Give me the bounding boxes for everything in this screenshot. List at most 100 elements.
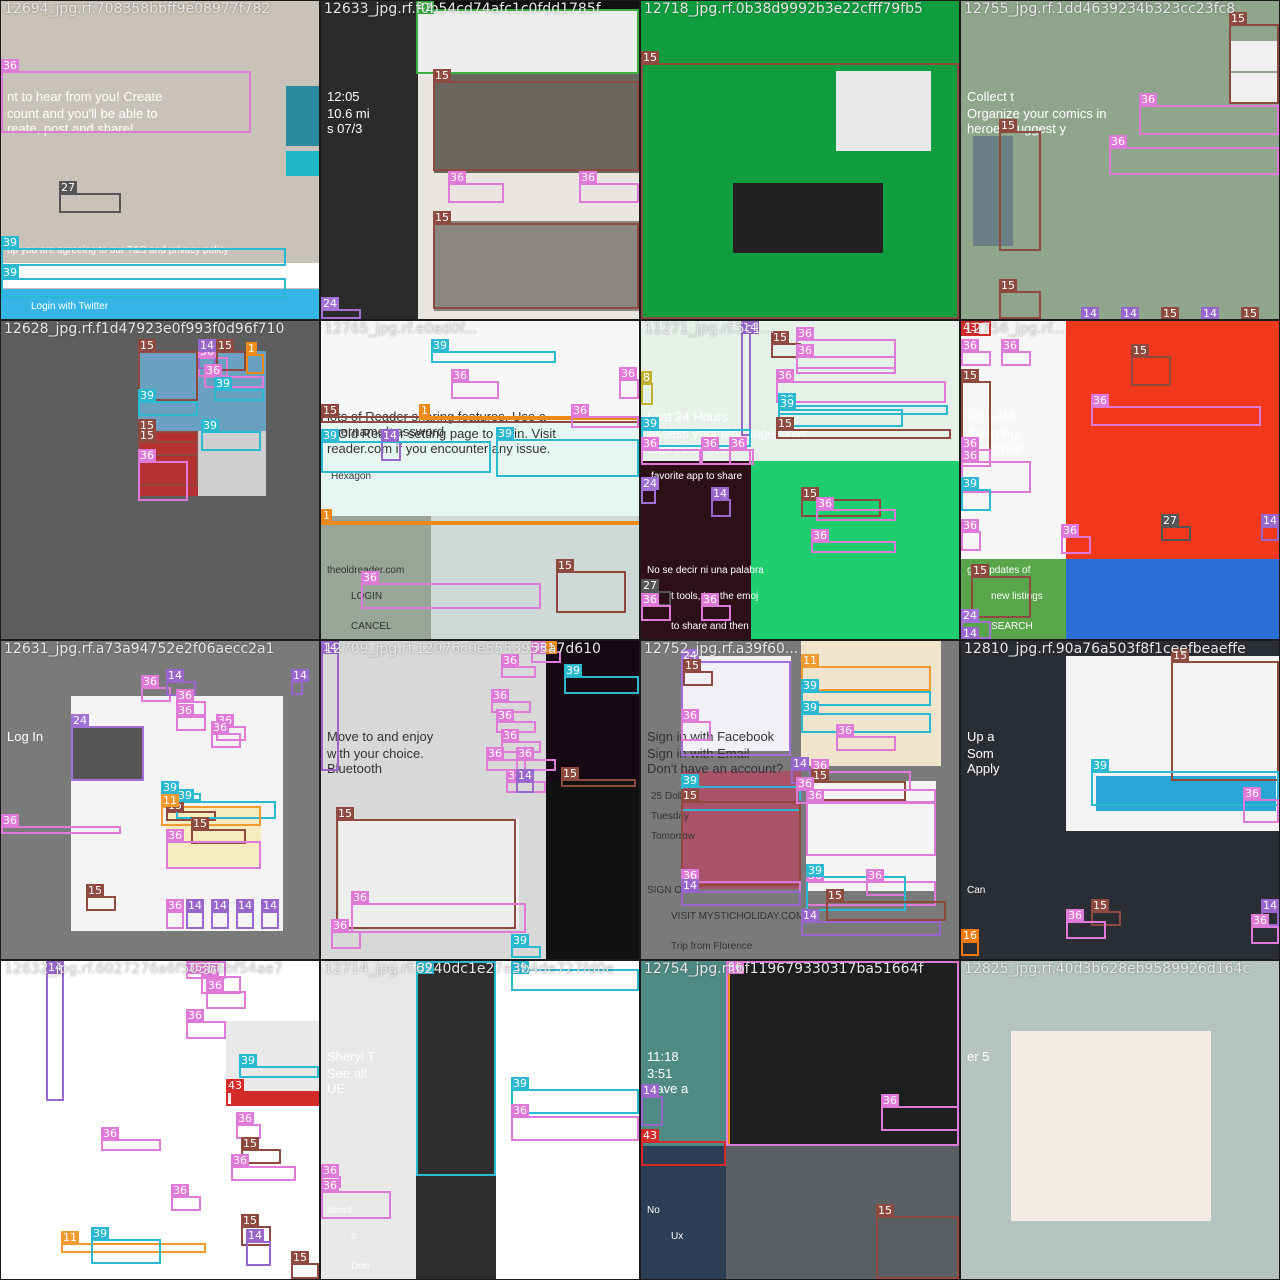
tile-filename: 12756_jpg.rf... <box>964 321 1065 337</box>
annotation-class-label: 36 <box>1091 394 1109 407</box>
screenshot-tile: 12714_jpg.rf.6240dc1e27e3b4de727fd0e Sher… <box>321 961 639 1279</box>
annotation-box <box>361 583 541 609</box>
annotation-class-label: 36 <box>491 689 509 702</box>
ui-text: s 07/3 <box>327 121 363 136</box>
annotation-box <box>1171 661 1279 781</box>
annotation-box <box>166 841 261 869</box>
annotation-box <box>1 248 286 266</box>
ui-text: with your choice. <box>327 746 424 761</box>
screenshot-tile: 11271_jpg.rf.5c1... Last 24 Hours Assess y… <box>641 321 959 639</box>
tile-background-block <box>1229 73 1279 103</box>
annotation-box <box>641 605 671 621</box>
annotation-class-label: 36 <box>186 961 204 974</box>
ui-text: 12:05 <box>327 89 360 104</box>
annotation-box <box>166 911 184 929</box>
annotation-box <box>186 911 204 929</box>
ui-text: Sign Up with Email <box>31 271 115 282</box>
annotation-box <box>1 278 286 298</box>
ui-text: get updates of <box>967 565 1031 576</box>
ui-text: Trip from Florence <box>671 941 753 952</box>
annotation-class-label: 14 <box>791 757 809 770</box>
annotation-class-label: 15 <box>241 1214 259 1227</box>
screenshot-tile: 12718_jpg.rf.0b38d9992b3e22cfff79fb5 15 <box>641 1 959 319</box>
annotation-box <box>564 676 639 694</box>
tile-background-block <box>1229 41 1279 71</box>
ui-text: favorite app to share <box>651 471 743 482</box>
tile-filename: 12754_jpg.rf.bf119679330317ba51664f <box>644 961 924 977</box>
annotation-box <box>961 531 981 551</box>
annotation-class-label: 14 <box>741 321 759 334</box>
annotation-class-label: 15 <box>1229 12 1247 25</box>
annotation-class-label: 14 <box>246 1229 264 1242</box>
tile-background-block <box>286 86 319 146</box>
annotation-box <box>246 354 264 374</box>
annotation-class-label: 15 <box>433 69 451 82</box>
annotation-class-label: 15 <box>1171 649 1189 662</box>
annotation-class-label: 14 <box>516 769 534 782</box>
annotation-class-label: 14 <box>641 1084 659 1097</box>
annotation-box <box>511 969 639 991</box>
annotation-box <box>1066 921 1106 939</box>
annotation-class-label: 39 <box>806 864 824 877</box>
screenshot-tile: 12631_jpg.rf.a73a94752e2f06aecc2a1 Log In… <box>1 641 319 959</box>
annotation-box <box>681 891 801 906</box>
ui-text: count and you'll be able to <box>7 106 158 121</box>
annotation-class-label: 39 <box>961 477 979 490</box>
annotation-class-label: 36 <box>776 369 794 382</box>
annotation-box <box>881 1106 959 1131</box>
annotation-class-label: 14 <box>291 669 309 682</box>
tile-background-block <box>546 641 639 781</box>
annotation-box <box>211 733 241 748</box>
annotation-box <box>641 449 701 465</box>
annotation-box <box>579 183 639 203</box>
annotation-box <box>246 1241 271 1266</box>
annotation-box <box>214 389 264 401</box>
annotation-box <box>776 381 946 403</box>
ui-text: Don <box>351 1261 370 1272</box>
annotation-class-label: 15 <box>971 564 989 577</box>
tile-background-block <box>321 421 639 516</box>
tile-filename: 12632_jpg.rf.6027276a6f503b6bf54ae7 <box>4 961 283 977</box>
tile-background-block <box>416 961 496 1279</box>
annotation-class-label: 36 <box>961 437 979 450</box>
annotation-box <box>331 931 361 949</box>
annotation-class-label: 15 <box>191 817 209 830</box>
annotation-class-label: 36 <box>486 747 504 760</box>
annotation-box <box>641 63 959 319</box>
annotation-box <box>46 961 64 1101</box>
annotation-class-label: 15 <box>826 889 844 902</box>
ui-text: Don't have an account? <box>647 761 784 776</box>
annotation-box <box>801 921 941 936</box>
annotation-class-label: 36 <box>1243 787 1261 800</box>
ui-text: theoldreader.com <box>327 565 404 576</box>
annotation-class-label: 14 <box>46 961 64 974</box>
annotation-class-label: 14 <box>381 429 399 442</box>
annotation-box <box>321 1191 391 1219</box>
annotation-class-label: 36 <box>729 437 747 450</box>
tile-background-block <box>1 263 319 288</box>
annotation-class-label: 39 <box>496 427 514 440</box>
ui-text: SEARCH <box>991 621 1033 632</box>
annotation-class-label: 15 <box>681 789 699 802</box>
annotation-class-label: 24 <box>681 649 699 662</box>
annotation-box <box>211 911 229 929</box>
annotation-class-label: 14 <box>711 487 729 500</box>
tile-filename: 12765_jpg.rf.e0ad0f... <box>324 321 477 337</box>
annotation-box <box>511 1116 639 1141</box>
annotation-box <box>176 716 206 731</box>
annotation-class-label: 15 <box>433 211 451 224</box>
tile-background-block <box>801 641 941 766</box>
annotation-class-label: 36 <box>171 1184 189 1197</box>
annotation-box <box>806 801 936 856</box>
annotation-box <box>999 131 1041 251</box>
annotation-class-label: 36 <box>796 344 814 357</box>
ui-text: Login with Twitter <box>31 301 109 312</box>
annotation-class-label: 36 <box>361 571 379 584</box>
ui-text: Apply <box>967 761 1000 776</box>
annotation-class-label: 36 <box>496 709 514 722</box>
annotation-box <box>999 291 1041 319</box>
tile-background-block <box>641 1146 726 1279</box>
annotation-class-label: 36 <box>201 964 219 977</box>
ui-text: Searches <box>967 441 1022 456</box>
